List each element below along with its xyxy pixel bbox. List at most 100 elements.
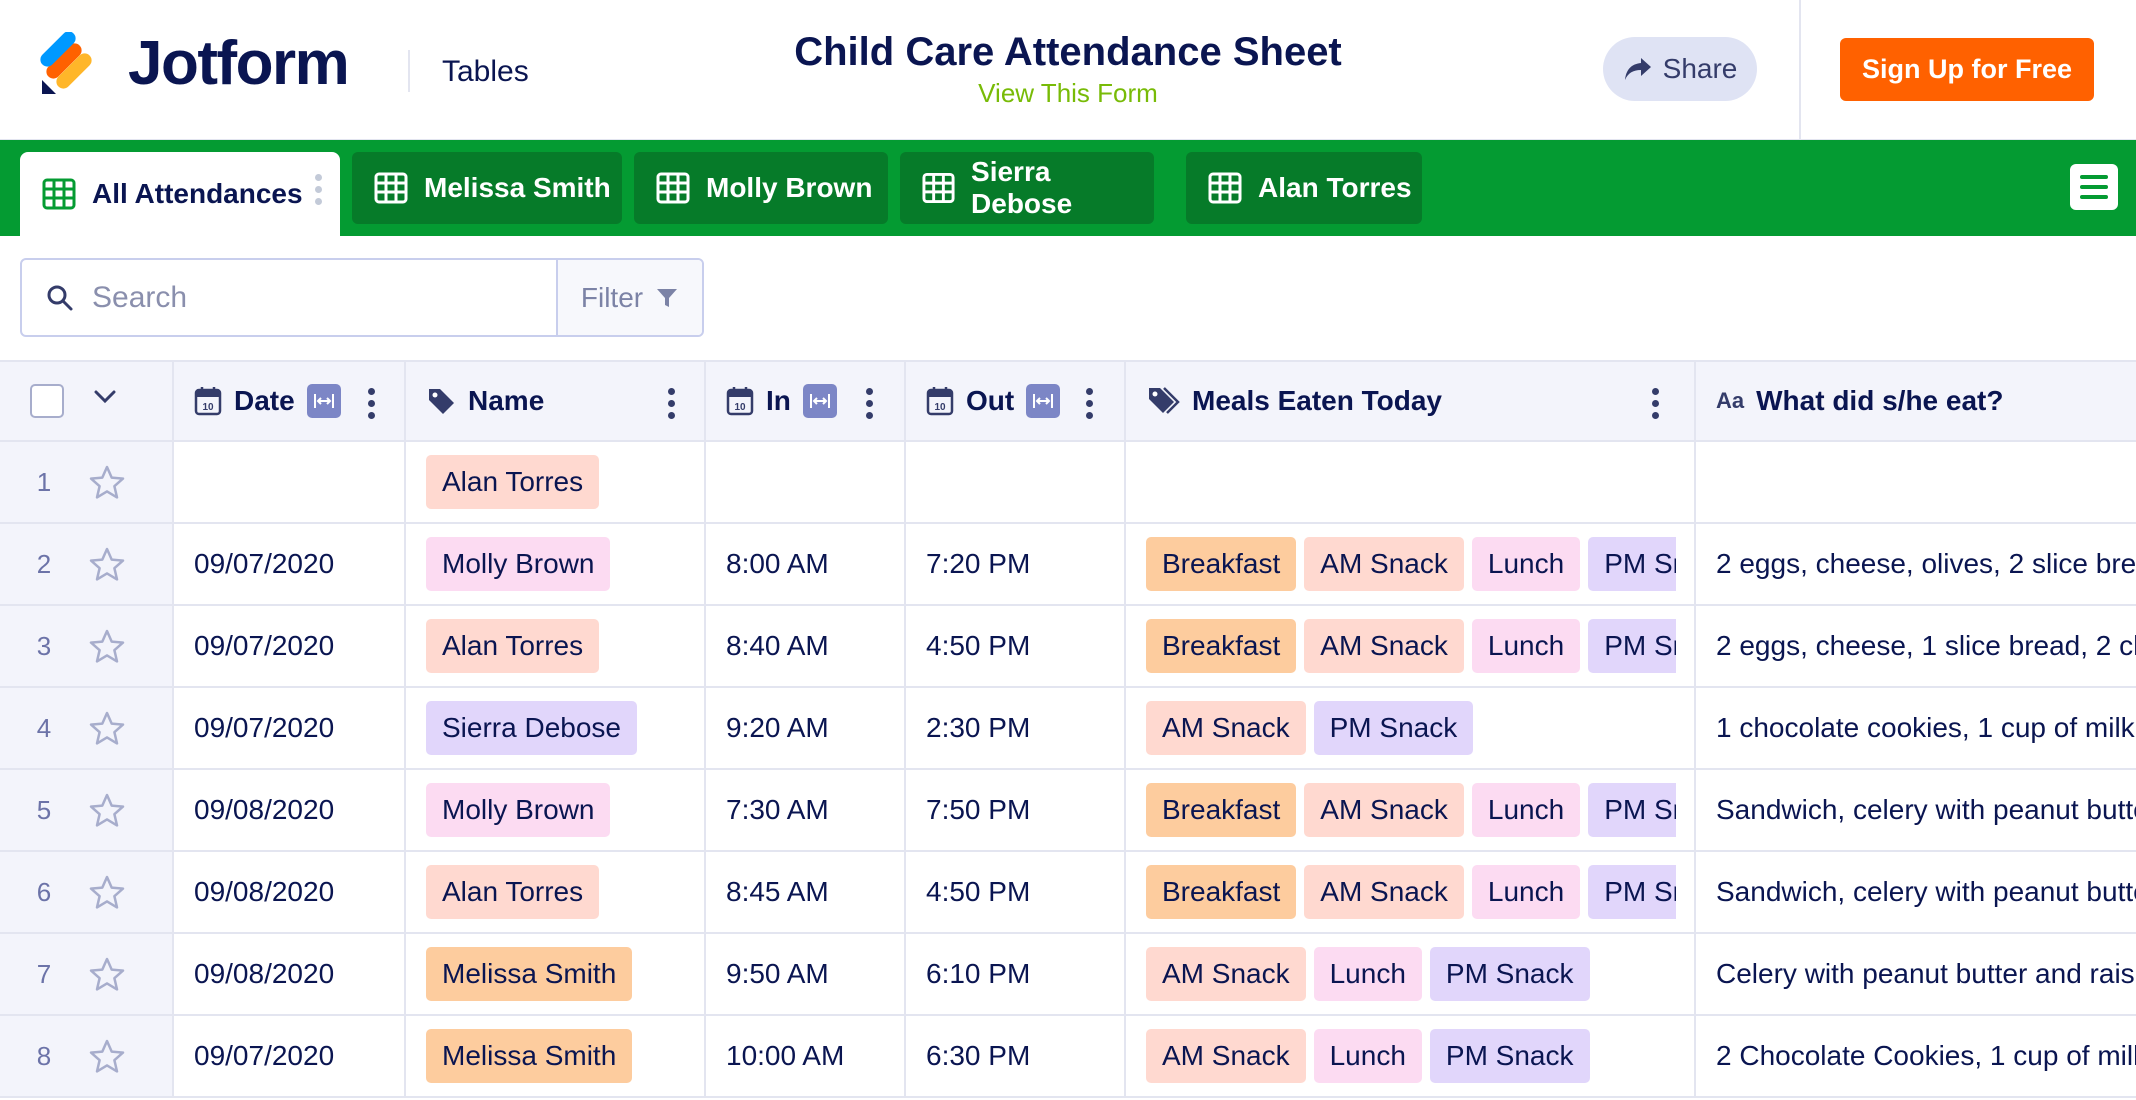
in-cell[interactable]: 8:00 AM — [706, 524, 906, 604]
table-row[interactable]: 6 09/08/2020 Alan Torres 8:45 AM 4:50 PM Brea… — [0, 852, 2136, 934]
out-cell[interactable]: 7:50 PM — [906, 770, 1126, 850]
share-button[interactable]: Share — [1603, 37, 1757, 101]
column-options-icon[interactable] — [368, 388, 375, 419]
name-cell[interactable]: Melissa Smith — [406, 934, 706, 1014]
row-number: 3 — [36, 630, 52, 661]
what-cell[interactable]: 2 eggs, cheese, olives, 2 slice bread — [1696, 524, 2136, 604]
column-options-icon[interactable] — [1652, 388, 1659, 419]
star-icon[interactable] — [88, 956, 126, 994]
column-header-name[interactable]: Name — [406, 362, 706, 440]
table-row[interactable]: 2 09/07/2020 Molly Brown 8:00 AM 7:20 PM Brea… — [0, 524, 2136, 606]
table-row[interactable]: 3 09/07/2020 Alan Torres 8:40 AM 4:50 PM Brea… — [0, 606, 2136, 688]
meal-tag: Lunch — [1471, 783, 1581, 837]
tab-label: Molly Brown — [706, 172, 873, 203]
name-cell[interactable]: Molly Brown — [406, 524, 706, 604]
star-icon[interactable] — [88, 1038, 126, 1076]
out-cell[interactable]: 4:50 PM — [906, 606, 1126, 686]
column-options-icon[interactable] — [668, 388, 675, 419]
star-icon[interactable] — [88, 792, 126, 830]
what-cell[interactable] — [1696, 442, 2136, 522]
out-cell[interactable]: 7:20 PM — [906, 524, 1126, 604]
in-cell[interactable]: 8:40 AM — [706, 606, 906, 686]
column-header-meals[interactable]: Meals Eaten Today — [1126, 362, 1696, 440]
name-cell[interactable]: Alan Torres — [406, 606, 706, 686]
meals-cell[interactable] — [1126, 442, 1696, 522]
column-header-in[interactable]: 10 In — [706, 362, 906, 440]
column-options-icon[interactable] — [866, 388, 873, 419]
star-icon[interactable] — [88, 874, 126, 912]
in-cell[interactable] — [706, 442, 906, 522]
what-cell[interactable]: 1 chocolate cookies, 1 cup of milk — [1696, 688, 2136, 768]
column-options-icon[interactable] — [1086, 388, 1093, 419]
what-cell[interactable]: 2 eggs, cheese, 1 slice bread, 2 ch — [1696, 606, 2136, 686]
meals-cell[interactable]: AM Snack Lunch PM Snack — [1126, 1016, 1696, 1096]
name-cell[interactable]: Sierra Debose — [406, 688, 706, 768]
name-cell[interactable]: Melissa Smith — [406, 1016, 706, 1096]
table-row[interactable]: 5 09/08/2020 Molly Brown 7:30 AM 7:50 PM Brea… — [0, 770, 2136, 852]
name-cell[interactable]: Alan Torres — [406, 442, 706, 522]
out-cell[interactable]: 4:50 PM — [906, 852, 1126, 932]
date-cell[interactable]: 09/08/2020 — [174, 770, 406, 850]
column-width-icon[interactable] — [1026, 384, 1061, 418]
filter-button[interactable]: Filter — [556, 260, 702, 335]
select-all-checkbox[interactable] — [30, 384, 64, 418]
date-cell[interactable]: 09/08/2020 — [174, 934, 406, 1014]
column-width-icon[interactable] — [306, 384, 341, 418]
tab-alan-torres[interactable]: Alan Torres — [1186, 152, 1422, 224]
out-cell[interactable]: 6:30 PM — [906, 1016, 1126, 1096]
hamburger-menu-icon[interactable] — [2070, 164, 2118, 210]
chevron-down-icon[interactable] — [94, 390, 116, 404]
table-row[interactable]: 8 09/07/2020 Melissa Smith 10:00 AM 6:30 PM A… — [0, 1016, 2136, 1098]
table-row[interactable]: 4 09/07/2020 Sierra Debose 9:20 AM 2:30 PM AM… — [0, 688, 2136, 770]
star-icon[interactable] — [88, 464, 126, 502]
meals-cell[interactable]: AM Snack PM Snack — [1126, 688, 1696, 768]
star-icon[interactable] — [88, 628, 126, 666]
search-field — [22, 260, 556, 335]
out-cell[interactable]: 6:10 PM — [906, 934, 1126, 1014]
date-cell[interactable]: 09/08/2020 — [174, 852, 406, 932]
tab-sierra-debose[interactable]: Sierra Debose — [900, 152, 1154, 224]
tab-options-icon[interactable] — [315, 174, 322, 205]
in-time: 8:40 AM — [726, 630, 829, 661]
column-header-out[interactable]: 10 Out — [906, 362, 1126, 440]
section-label[interactable]: Tables — [442, 55, 529, 88]
date-cell[interactable] — [174, 442, 406, 522]
in-cell[interactable]: 7:30 AM — [706, 770, 906, 850]
date-cell[interactable]: 09/07/2020 — [174, 1016, 406, 1096]
what-cell[interactable]: 2 Chocolate Cookies, 1 cup of milk — [1696, 1016, 2136, 1096]
tab-melissa-smith[interactable]: Melissa Smith — [352, 152, 622, 224]
star-icon[interactable] — [88, 710, 126, 748]
in-cell[interactable]: 8:45 AM — [706, 852, 906, 932]
table-row[interactable]: 1 Alan Torres — [0, 442, 2136, 524]
column-header-date[interactable]: 10 Date — [174, 362, 406, 440]
tab-molly-brown[interactable]: Molly Brown — [634, 152, 888, 224]
in-cell[interactable]: 9:50 AM — [706, 934, 906, 1014]
search-input[interactable] — [92, 280, 512, 315]
date-cell[interactable]: 09/07/2020 — [174, 524, 406, 604]
view-form-link[interactable]: View This Form — [978, 78, 1158, 108]
date-cell[interactable]: 09/07/2020 — [174, 688, 406, 768]
in-cell[interactable]: 10:00 AM — [706, 1016, 906, 1096]
table-row[interactable]: 7 09/08/2020 Melissa Smith 9:50 AM 6:10 PM AM… — [0, 934, 2136, 1016]
signup-button[interactable]: Sign Up for Free — [1840, 38, 2094, 101]
what-cell[interactable]: Sandwich, celery with peanut butter — [1696, 852, 2136, 932]
meals-cell[interactable]: AM Snack Lunch PM Snack — [1126, 934, 1696, 1014]
name-cell[interactable]: Molly Brown — [406, 770, 706, 850]
tab-all-attendances[interactable]: All Attendances — [20, 152, 340, 236]
jotform-logo[interactable]: Jotform — [40, 32, 350, 96]
out-cell[interactable] — [906, 442, 1126, 522]
what-cell[interactable]: Sandwich, celery with peanut butter — [1696, 770, 2136, 850]
in-cell[interactable]: 9:20 AM — [706, 688, 906, 768]
name-cell[interactable]: Alan Torres — [406, 852, 706, 932]
column-width-icon[interactable] — [802, 384, 837, 418]
star-icon[interactable] — [88, 546, 126, 584]
date-cell[interactable]: 09/07/2020 — [174, 606, 406, 686]
column-header-what[interactable]: Aa What did s/he eat? — [1696, 362, 2136, 440]
what-cell[interactable]: Celery with peanut butter and raisins — [1696, 934, 2136, 1014]
out-cell[interactable]: 2:30 PM — [906, 688, 1126, 768]
out-time: 6:10 PM — [926, 958, 1031, 989]
